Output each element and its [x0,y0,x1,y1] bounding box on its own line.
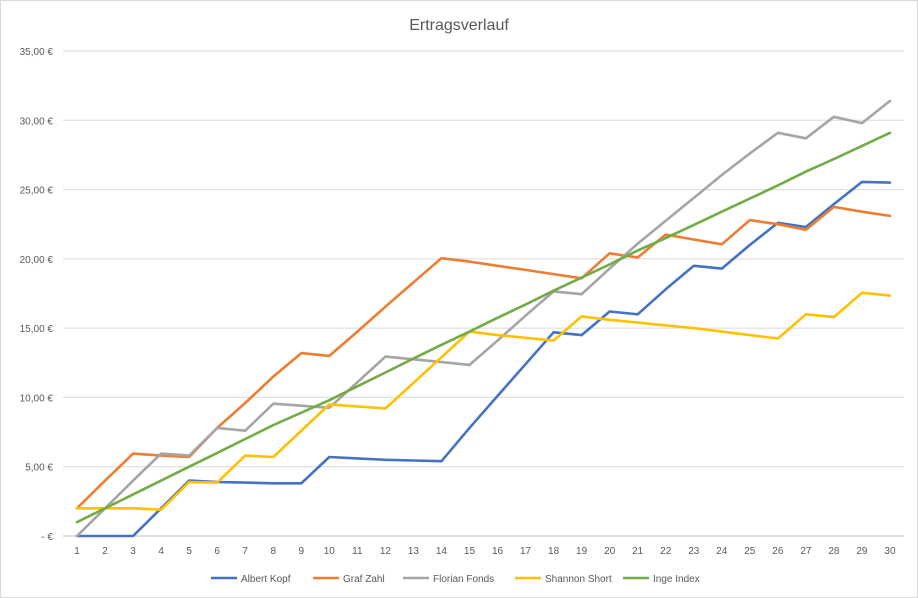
y-tick-label: 30,00 € [20,116,54,127]
series-lines [75,99,892,538]
x-tick-label: 24 [716,546,728,557]
x-tick-label: 14 [436,546,448,557]
x-tick-label: 1 [74,546,80,557]
series-line-inge-index [75,131,892,524]
x-tick-label: 19 [576,546,588,557]
legend-label: Graf Zahl [343,574,385,585]
x-tick-label: 21 [632,546,644,557]
x-tick-label: 10 [324,546,336,557]
x-tick-label: 11 [352,546,363,557]
x-tick-label: 7 [242,546,248,557]
x-tick-label: 22 [660,546,672,557]
x-tick-label: 12 [380,546,392,557]
x-tick-label: 18 [548,546,560,557]
axes: - € 5,00 € 10,00 € 15,00 € 20,00 € 25,00 € 30,… [20,47,904,557]
legend-label: Florian Fonds [433,574,494,585]
x-tick-label: 4 [158,546,164,557]
y-tick-label: - € [41,532,53,543]
x-tick-label: 5 [186,546,192,557]
gridlines [63,50,904,468]
x-tick-label: 9 [299,546,305,557]
x-tick-label: 29 [856,546,868,557]
y-tick-label: 5,00 € [25,463,53,474]
legend-label: Shannon Short [545,574,612,585]
y-tick-label: 20,00 € [20,255,54,266]
x-tick-label: 27 [800,546,812,557]
x-tick-label: 20 [604,546,616,557]
x-tick-label: 25 [744,546,756,557]
y-tick-label: 15,00 € [20,324,54,335]
y-tick-label: 10,00 € [20,393,54,404]
x-tick-label: 3 [130,546,136,557]
x-tick-label: 28 [828,546,840,557]
series-line-florian-fonds [75,99,892,538]
x-tick-label: 16 [492,546,504,557]
x-tick-label: 6 [214,546,220,557]
legend-label: Albert Kopf [241,574,291,585]
x-tick-label: 15 [464,546,476,557]
legend-label: Inge Index [653,574,700,585]
x-tick-label: 23 [688,546,700,557]
series-line-shannon-short [75,291,892,512]
x-tick-label: 17 [520,546,532,557]
x-tick-label: 26 [772,546,784,557]
x-tick-label: 8 [270,546,276,557]
chart-title: Ertragsverlauf [409,17,509,34]
x-tick-label: 13 [408,546,420,557]
y-tick-label: 25,00 € [20,186,54,197]
x-tick-label: 30 [884,546,896,557]
y-tick-label: 35,00 € [20,47,54,58]
x-tick-label: 2 [102,546,108,557]
legend: Albert Kopf Graf Zahl Florian Fonds Shannon… [211,574,700,585]
